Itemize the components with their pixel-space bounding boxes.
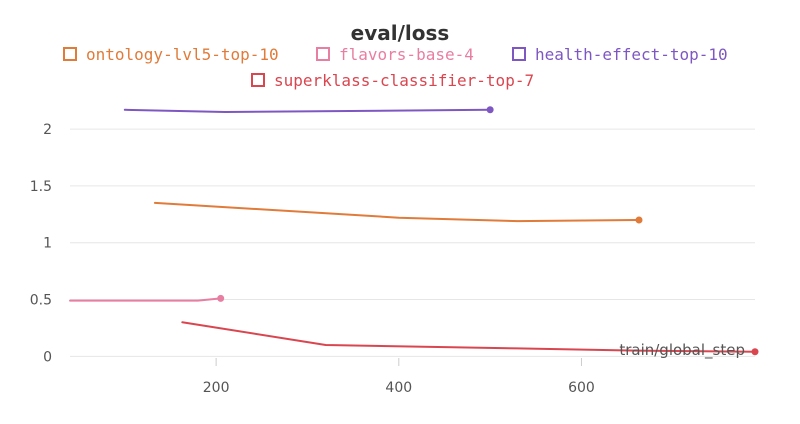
grid (70, 128, 755, 357)
legend: ontology-lvl5-top-10 flavors-base-4 health… (63, 45, 728, 90)
plot-area (69, 106, 759, 356)
legend-swatch (316, 47, 330, 61)
legend-label: flavors-base-4 (339, 45, 474, 64)
y-axis: 0 0.5 1 1.5 2 (30, 122, 52, 365)
x-tick-label: 200 (203, 380, 230, 396)
series-line (181, 321, 756, 353)
chart-title: eval/loss (351, 21, 450, 45)
y-tick-label: 1.5 (30, 179, 52, 195)
x-axis: 200 400 600 (203, 358, 595, 396)
y-tick-label: 0 (43, 349, 52, 365)
series-end-point (635, 216, 643, 224)
legend-label: ontology-lvl5-top-10 (86, 45, 279, 64)
series-line (153, 201, 640, 223)
series-line (123, 108, 492, 113)
legend-swatch (512, 47, 526, 61)
y-tick-label: 1 (43, 236, 52, 252)
legend-swatch (251, 73, 265, 87)
x-tick-label: 400 (385, 380, 412, 396)
series-line (69, 297, 222, 302)
series-end-point (217, 294, 225, 302)
series-end-point (486, 106, 494, 114)
x-tick-label: 600 (568, 380, 595, 396)
x-axis-label: train/global_step (619, 341, 745, 360)
series-end-point (751, 348, 759, 356)
legend-swatch (63, 47, 77, 61)
legend-label: health-effect-top-10 (535, 45, 728, 64)
legend-label: superklass-classifier-top-7 (274, 71, 534, 90)
y-tick-label: 0.5 (30, 293, 52, 309)
y-tick-label: 2 (43, 122, 52, 138)
